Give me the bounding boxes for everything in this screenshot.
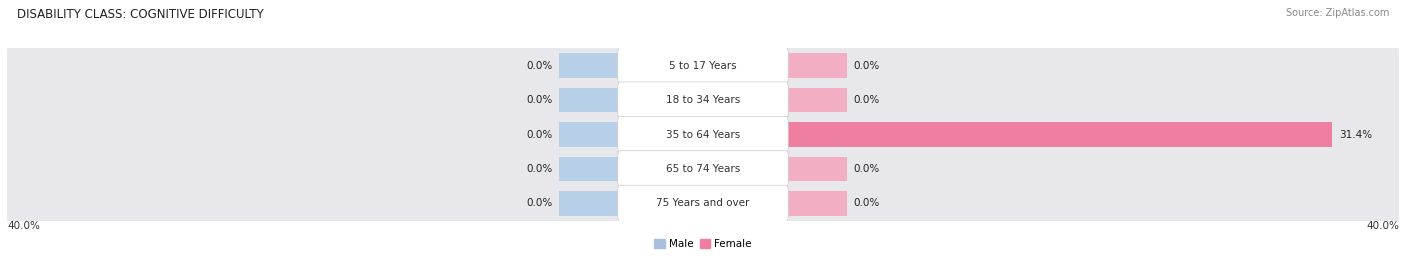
Bar [560, 157, 620, 181]
FancyBboxPatch shape [617, 82, 789, 118]
Text: 0.0%: 0.0% [853, 164, 880, 174]
Bar [560, 191, 620, 216]
Text: Source: ZipAtlas.com: Source: ZipAtlas.com [1285, 8, 1389, 18]
Text: 18 to 34 Years: 18 to 34 Years [666, 95, 740, 105]
FancyBboxPatch shape [7, 178, 1399, 229]
Text: 0.0%: 0.0% [853, 95, 880, 105]
Text: 40.0%: 40.0% [1367, 221, 1399, 231]
Bar [560, 122, 620, 147]
Bar [786, 191, 846, 216]
Bar [786, 157, 846, 181]
Text: 31.4%: 31.4% [1339, 129, 1372, 140]
Text: 0.0%: 0.0% [526, 61, 553, 71]
Text: 65 to 74 Years: 65 to 74 Years [666, 164, 740, 174]
FancyBboxPatch shape [617, 151, 789, 187]
FancyBboxPatch shape [7, 143, 1399, 194]
FancyBboxPatch shape [617, 185, 789, 222]
Bar [786, 122, 1331, 147]
Bar [786, 53, 846, 78]
Bar [786, 88, 846, 112]
Text: 0.0%: 0.0% [853, 61, 880, 71]
Bar [560, 88, 620, 112]
Text: 35 to 64 Years: 35 to 64 Years [666, 129, 740, 140]
FancyBboxPatch shape [7, 40, 1399, 91]
Text: 5 to 17 Years: 5 to 17 Years [669, 61, 737, 71]
Text: 0.0%: 0.0% [526, 198, 553, 208]
Text: 0.0%: 0.0% [526, 129, 553, 140]
Text: DISABILITY CLASS: COGNITIVE DIFFICULTY: DISABILITY CLASS: COGNITIVE DIFFICULTY [17, 8, 263, 21]
FancyBboxPatch shape [617, 116, 789, 153]
Legend: Male, Female: Male, Female [650, 235, 756, 253]
Text: 40.0%: 40.0% [7, 221, 39, 231]
Text: 0.0%: 0.0% [526, 164, 553, 174]
Bar [560, 53, 620, 78]
Text: 0.0%: 0.0% [853, 198, 880, 208]
Text: 75 Years and over: 75 Years and over [657, 198, 749, 208]
Text: 0.0%: 0.0% [526, 95, 553, 105]
FancyBboxPatch shape [617, 47, 789, 84]
FancyBboxPatch shape [7, 75, 1399, 126]
FancyBboxPatch shape [7, 109, 1399, 160]
